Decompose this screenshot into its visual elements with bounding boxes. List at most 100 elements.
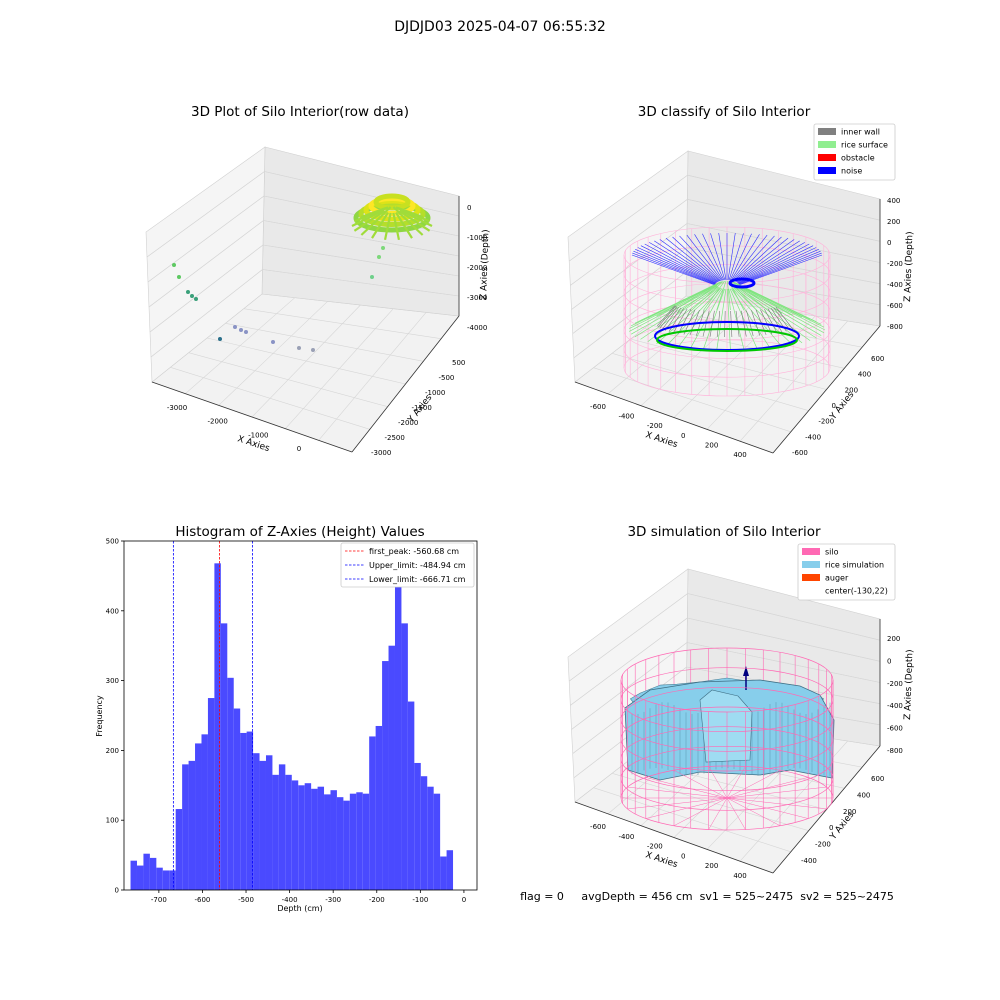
rice-surface-wire — [733, 287, 793, 346]
noise-wire — [738, 249, 819, 284]
grid-line — [570, 617, 688, 706]
histogram-bar — [414, 762, 421, 890]
noise-wire — [738, 250, 821, 285]
z-tick-label: -4000 — [467, 324, 487, 332]
inner-wall-wire — [661, 307, 680, 330]
grid-line — [571, 223, 688, 310]
x-tick-label: -300 — [325, 896, 341, 904]
raw-data-ring-spoke — [399, 209, 433, 227]
rice-surface-wire — [677, 281, 723, 313]
y-axis-line — [351, 315, 460, 453]
noise-wire — [736, 240, 800, 283]
noise-wire — [710, 233, 726, 281]
raw-data-point — [186, 290, 190, 294]
histogram-bar — [285, 774, 292, 890]
noise-wire — [737, 243, 810, 283]
histogram-bar — [433, 793, 441, 890]
y-tick-label: -1500 — [412, 404, 432, 412]
histogram-bar — [343, 800, 350, 890]
legend-rice-simulation-swatch — [802, 561, 820, 568]
grid-line — [568, 593, 688, 682]
raw-data-point — [172, 263, 176, 267]
rice-surface-wire — [666, 287, 722, 347]
y-tick-label: -400 — [801, 857, 817, 865]
y-tick-label: -600 — [792, 449, 808, 457]
y-tick-label: -400 — [805, 433, 821, 441]
rice-surface-wire — [640, 286, 719, 340]
inner-wall-wire — [664, 307, 682, 331]
z-tick-label: 0 — [887, 657, 891, 665]
status-footer: flag = 0 avgDepth = 456 cm sv1 = 525~247… — [520, 890, 894, 903]
panel-classify-wireframe — [623, 226, 831, 397]
panel-classify-xlabel: X Axies — [644, 430, 679, 450]
histogram-bar — [375, 725, 383, 890]
histogram-bar — [175, 809, 183, 890]
y-tick-label: 600 — [871, 775, 884, 783]
raw-data-ring-spoke — [397, 211, 424, 236]
histogram-bar — [324, 794, 331, 890]
panel-raw-data-title: 3D Plot of Silo Interior(row data) — [191, 104, 409, 120]
legend-rice-simulation-label: rice simulation — [825, 561, 884, 570]
histogram-bar — [278, 764, 286, 890]
histogram-bar — [446, 850, 454, 890]
grid-line — [686, 271, 881, 306]
noise-wire — [649, 242, 718, 283]
silo-wire-ring — [620, 647, 834, 713]
y-tick-label: 200 — [106, 747, 119, 755]
histogram-bar — [298, 785, 305, 890]
y-tick-label: 300 — [106, 677, 119, 685]
grid-line — [318, 312, 427, 441]
z-tick-label: 0 — [887, 239, 891, 247]
x-tick-label: -600 — [194, 896, 210, 904]
grid-line — [686, 642, 881, 683]
silo-floor-spoke — [708, 766, 728, 799]
grid-line — [262, 269, 460, 297]
grid-line — [263, 220, 460, 257]
histogram-legend: first_peak: -560.68 cm Upper_limit: -484… — [340, 542, 475, 588]
axes-back-right-pane — [261, 146, 460, 317]
histogram-bar — [227, 677, 234, 890]
raw-data-point — [271, 340, 275, 344]
raw-data-ring-spoke — [371, 212, 389, 239]
histogram-bar — [130, 860, 137, 890]
legend-first-peak-label: first_peak: -560.68 cm — [369, 547, 459, 556]
silo-wire-ring — [620, 686, 834, 752]
grid-line — [687, 593, 881, 641]
panel-raw-data-ticks: -3000 -2000 -1000 0 500 -500 -1000 -1500 -2000 -2… — [167, 204, 488, 457]
raw-data-point — [370, 275, 374, 279]
x-tick-label: 400 — [733, 872, 746, 880]
raw-data-ring-spoke — [383, 212, 392, 241]
panel-raw-data-points — [172, 193, 433, 352]
raw-data-point — [194, 297, 198, 301]
x-tick-label: -200 — [647, 843, 663, 851]
histogram-bar — [369, 736, 376, 890]
histogram-bar — [330, 790, 337, 890]
x-tick-label: -400 — [618, 833, 634, 841]
y-tick-label: -2000 — [398, 419, 418, 427]
raw-data-ring-spoke — [398, 210, 431, 232]
panel-raw-data: 3D Plot of Silo Interior(row data) -3000… — [145, 104, 491, 457]
legend-obstacle-swatch — [818, 154, 836, 161]
x-axis-line — [574, 381, 774, 454]
histogram-bar — [220, 623, 228, 890]
inner-wall-wire — [709, 310, 715, 337]
histogram-bar — [304, 783, 312, 890]
histogram-bar — [356, 792, 363, 890]
histogram-bar — [317, 786, 325, 890]
histogram-reference-lines — [172, 541, 253, 890]
legend-inner-wall-swatch — [818, 128, 836, 135]
x-tick-label: -400 — [618, 413, 634, 421]
silo-floor-spoke — [726, 797, 827, 810]
silo-floor-spoke — [708, 797, 728, 830]
z-tick-label: -800 — [887, 323, 903, 331]
histogram-ticks: -700 -600 -500 -400 -300 -200 -100 0 0 100 200 300 4… — [106, 538, 467, 905]
x-tick-label: -1000 — [248, 431, 268, 439]
panel-classify-legend: inner wall rice surface obstacle noise — [813, 123, 896, 181]
panel-simulation-ticks: -600-400-20002004006004002000-200-400200… — [590, 635, 903, 880]
y-tick-label: -200 — [818, 418, 834, 426]
histogram-bar — [394, 558, 402, 890]
silo-floor-spoke — [627, 797, 728, 810]
histogram-bar — [253, 753, 260, 890]
noise-wire — [644, 243, 717, 283]
x-axis-line — [151, 381, 353, 453]
